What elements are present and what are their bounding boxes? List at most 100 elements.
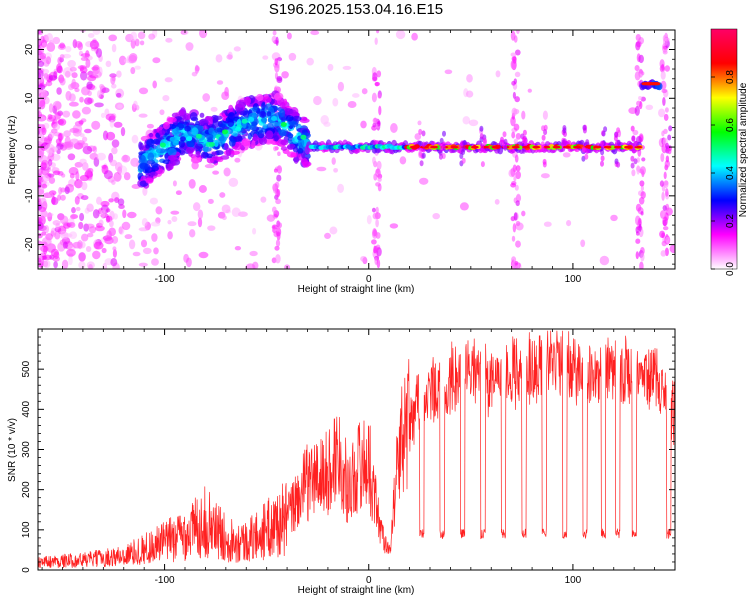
spectral-blob xyxy=(333,167,339,173)
spectral-blob xyxy=(660,70,666,80)
spectral-blob xyxy=(59,215,69,225)
y-tick-label: 500 xyxy=(21,360,32,377)
spectral-blob xyxy=(113,171,122,182)
spectral-blob xyxy=(41,231,47,236)
spectral-blob xyxy=(665,155,670,163)
spectral-blob xyxy=(226,54,233,60)
spectral-blob xyxy=(638,197,645,205)
spectral-blob xyxy=(660,152,665,163)
spectral-blob xyxy=(150,221,161,227)
spectral-blob xyxy=(138,262,148,267)
spectral-blob xyxy=(57,56,63,65)
spectral-blob xyxy=(178,110,185,116)
spectral-blob xyxy=(234,245,242,251)
spectral-blob xyxy=(372,72,378,82)
spectral-blob xyxy=(479,125,484,132)
spectral-blob xyxy=(53,70,58,79)
spectral-blob xyxy=(444,69,453,75)
y-tick-label: 0 xyxy=(21,567,32,573)
spectral-blob xyxy=(663,180,669,189)
figure-title: S196.2025.153.04.16.E15 xyxy=(269,1,443,18)
spectral-blob xyxy=(513,138,518,145)
spectral-blob xyxy=(163,121,170,130)
spectral-blob xyxy=(200,154,206,159)
spectral-blob xyxy=(58,186,63,195)
spectral-blob xyxy=(360,255,367,262)
spectral-blob xyxy=(562,152,571,158)
x-tick-label: 0 xyxy=(366,575,372,586)
spectral-blob xyxy=(300,134,307,140)
spectral-blob xyxy=(128,239,136,250)
spectral-blob xyxy=(360,120,367,129)
spectral-blob xyxy=(600,149,605,156)
spectral-blob xyxy=(210,106,218,112)
y-tick-label: 20 xyxy=(24,44,35,56)
spectral-blob xyxy=(138,113,148,118)
spectral-blob xyxy=(98,219,104,227)
colorbar-tick-label: 0.0 xyxy=(725,262,736,276)
spectral-blob xyxy=(513,35,518,43)
y-tick-label: 400 xyxy=(21,401,32,418)
spectral-blob xyxy=(77,65,87,70)
spectral-blob xyxy=(372,122,377,128)
spectral-blob xyxy=(324,232,331,239)
spectral-blob xyxy=(195,143,204,150)
spectral-blob xyxy=(291,121,299,127)
spectral-blob xyxy=(205,115,214,121)
spectral-blob xyxy=(540,173,550,179)
spectral-blob xyxy=(72,110,81,119)
spectral-blob xyxy=(211,151,217,156)
spectral-blob xyxy=(258,136,268,145)
spectrogram-x-label: Height of straight line (km) xyxy=(298,284,415,295)
spectral-blob xyxy=(515,240,521,248)
spectral-blob xyxy=(213,156,223,161)
spectral-blob xyxy=(665,142,669,149)
spectral-blob xyxy=(64,136,71,146)
spectral-blob xyxy=(230,150,240,155)
spectral-blob xyxy=(51,195,56,205)
spectral-blob xyxy=(52,123,61,131)
spectral-blob xyxy=(259,111,267,118)
spectral-blob xyxy=(462,116,471,125)
spectral-blob xyxy=(38,154,48,163)
spectral-blob xyxy=(283,108,293,115)
spectral-blob xyxy=(260,117,267,123)
y-tick-label: 10 xyxy=(24,92,35,104)
spectral-blob xyxy=(195,65,200,72)
spectral-blob xyxy=(219,192,226,198)
spectral-blob xyxy=(175,190,182,196)
spectral-blob xyxy=(110,258,118,267)
spectral-blob xyxy=(351,93,360,98)
spectral-blob xyxy=(562,145,571,149)
spectral-blob xyxy=(69,214,79,220)
spectral-blob xyxy=(68,93,76,102)
spectral-blob xyxy=(38,181,42,189)
spectral-blob xyxy=(603,145,612,149)
spectral-blob xyxy=(613,145,622,149)
spectral-blob xyxy=(132,251,141,257)
x-tick-label: -100 xyxy=(155,575,175,586)
spectral-blob xyxy=(165,37,173,43)
spectral-blob xyxy=(197,209,204,220)
spectral-blob xyxy=(81,136,88,143)
spectral-blob xyxy=(389,223,399,229)
spectral-blob xyxy=(111,83,117,89)
spectral-blob xyxy=(58,133,63,143)
spectral-blob xyxy=(221,215,227,221)
spectral-blob xyxy=(331,157,336,165)
spectrogram-frame xyxy=(37,29,676,270)
spectral-blob xyxy=(375,218,379,228)
spectral-blob xyxy=(521,147,526,154)
spectral-blob xyxy=(640,211,644,216)
spectral-blob xyxy=(38,105,42,112)
spectral-blob xyxy=(202,93,211,102)
spectral-blob xyxy=(372,156,376,165)
spectral-blob xyxy=(162,94,170,102)
spectral-blob xyxy=(634,105,640,116)
spectral-blob xyxy=(417,120,422,126)
spectral-blob xyxy=(38,97,46,108)
spectral-blob xyxy=(633,158,638,165)
y-tick-label: 300 xyxy=(21,441,32,458)
spectral-blob xyxy=(521,210,526,217)
spectral-blob xyxy=(45,80,53,87)
